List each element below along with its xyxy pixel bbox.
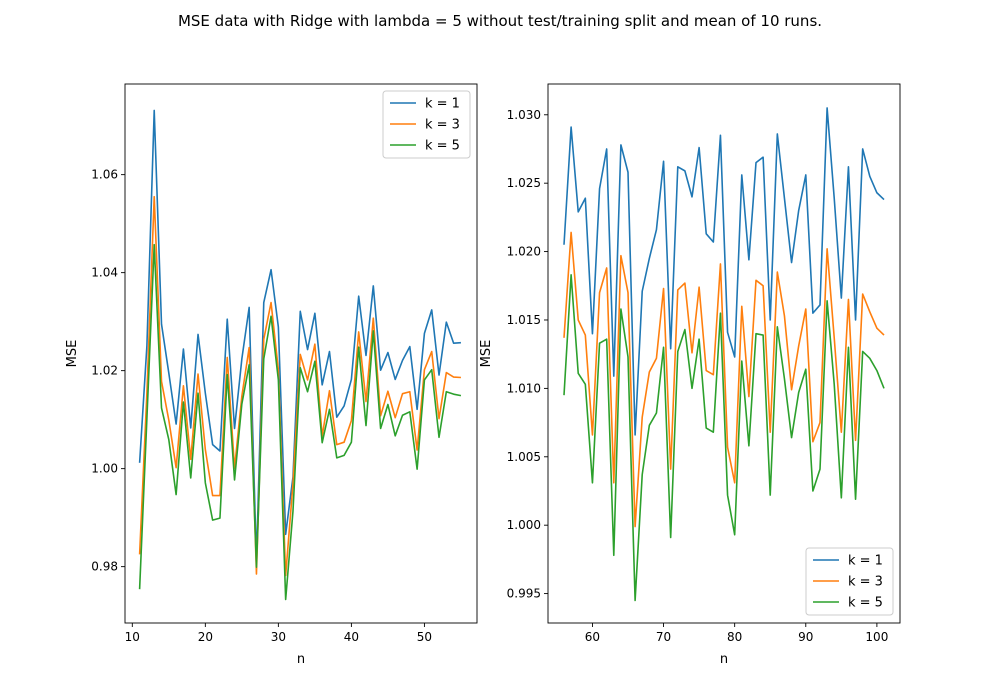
y-tick-label: 1.010: [507, 381, 541, 395]
legend-label: k = 1: [425, 97, 460, 112]
x-tick-label: 20: [198, 630, 213, 644]
series-line-k-5: [138, 243, 462, 601]
y-tick-label: 1.015: [507, 313, 541, 327]
series-line-k-3: [563, 231, 885, 528]
y-axis-label: MSE: [65, 340, 80, 368]
x-tick-label: 80: [727, 630, 742, 644]
y-tick-label: 1.000: [507, 518, 541, 532]
series-line-k-3: [138, 195, 461, 577]
x-tick-label: 90: [798, 630, 813, 644]
y-tick-label: 1.02: [91, 364, 118, 378]
y-tick-label: 0.995: [507, 587, 541, 601]
legend-box: [382, 90, 471, 159]
series-line-k-1: [563, 107, 885, 436]
y-tick-label: 1.025: [507, 176, 541, 190]
y-tick-label: 1.00: [91, 462, 118, 476]
y-tick-label: 1.04: [91, 266, 118, 280]
legend-label: k = 5: [848, 596, 883, 611]
legend: k = 1 k = 3 k = 5: [382, 90, 471, 159]
series-line-k-1: [138, 109, 461, 562]
x-tick-label: 70: [656, 630, 671, 644]
x-tick-label: 10: [125, 630, 140, 644]
legend-box: [805, 547, 894, 616]
x-tick-label: 50: [417, 630, 432, 644]
legend-label: k = 3: [848, 575, 883, 590]
x-tick-label: 100: [865, 630, 888, 644]
y-tick-label: 1.005: [507, 450, 541, 464]
y-tick-label: 0.98: [91, 560, 118, 574]
legend-label: k = 3: [425, 118, 460, 133]
right-chart: 60 70 80 90 100 0.995 1.000 1.005 1.010 1.015 1.02…: [479, 83, 901, 667]
legend-label: k = 1: [848, 554, 883, 569]
y-tick-label: 1.020: [507, 245, 541, 259]
y-tick-label: 1.06: [91, 168, 118, 182]
y-tick-label: 1.030: [507, 108, 541, 122]
x-tick-label: 60: [585, 630, 600, 644]
x-tick-label: 40: [344, 630, 359, 644]
x-axis-label: n: [297, 652, 305, 667]
series-line-k-5: [563, 274, 885, 602]
plot-frame: [547, 83, 901, 624]
legend: k = 1 k = 3 k = 5: [805, 547, 894, 616]
plot-frame: [124, 83, 478, 624]
x-tick-label: 30: [271, 630, 286, 644]
y-axis-label: MSE: [479, 340, 494, 368]
x-axis-label: n: [720, 652, 728, 667]
legend-label: k = 5: [425, 139, 460, 154]
figure-suptitle: MSE data with Ridge with lambda = 5 with…: [178, 12, 822, 30]
